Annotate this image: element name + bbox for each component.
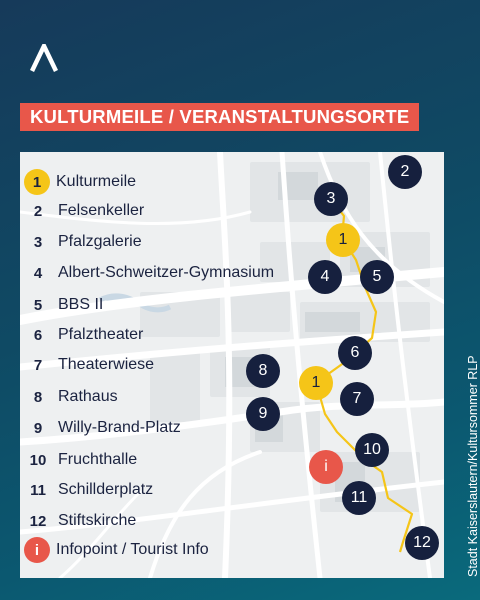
legend-item: 9 Willy-Brand-Platz	[20, 415, 181, 441]
legend-label: Rathaus	[58, 388, 118, 405]
legend: 1 Kulturmeile 2 Felsenkeller 3 Pfalzgalerie 4 A…	[20, 152, 444, 578]
legend-item: 3 Pfalzgalerie	[20, 229, 142, 255]
legend-label: Pfalztheater	[58, 326, 144, 343]
location-marker[interactable]: 2	[388, 155, 422, 189]
legend-number: 4	[33, 264, 43, 282]
map: 1 Kulturmeile 2 Felsenkeller 3 Pfalzgalerie 4 A…	[20, 152, 444, 578]
location-marker[interactable]: 12	[405, 526, 439, 560]
legend-item: 11 Schillderplatz	[20, 477, 153, 503]
legend-item: 10 Fruchthalle	[20, 447, 138, 473]
legend-item: 2 Felsenkeller	[20, 198, 144, 224]
legend-item: i Infopoint / Tourist Info	[20, 537, 209, 563]
legend-label: Kulturmeile	[56, 173, 137, 190]
location-marker[interactable]: 4	[308, 260, 342, 294]
legend-number: 12	[29, 512, 47, 530]
location-marker[interactable]: 6	[338, 336, 372, 370]
legend-label: Albert-Schweitzer-Gymnasium	[58, 264, 275, 281]
location-marker[interactable]: 8	[246, 354, 280, 388]
legend-number: 5	[33, 296, 43, 314]
legend-number: 3	[33, 233, 43, 251]
location-marker[interactable]: 1	[326, 223, 360, 257]
location-marker[interactable]: 3	[314, 182, 348, 216]
legend-label: Stiftskirche	[58, 512, 137, 529]
legend-number: 6	[33, 326, 43, 344]
location-marker[interactable]: 9	[246, 397, 280, 431]
legend-label: Theaterwiese	[58, 356, 155, 373]
legend-item: 7 Theaterwiese	[20, 352, 154, 378]
location-marker[interactable]: 5	[360, 260, 394, 294]
photo-credit: Stadt Kaiserslautern/Kultursommer RLP	[466, 355, 480, 577]
location-marker[interactable]: 1	[299, 366, 333, 400]
legend-label: Willy-Brand-Platz	[58, 419, 181, 436]
location-marker[interactable]: 7	[340, 382, 374, 416]
location-marker[interactable]: 10	[355, 433, 389, 467]
legend-item: 8 Rathaus	[20, 384, 118, 410]
legend-number: 2	[33, 202, 43, 220]
legend-item: 6 Pfalztheater	[20, 322, 144, 348]
info-marker[interactable]: i	[309, 450, 343, 484]
legend-number: 7	[33, 356, 43, 374]
a-logo-icon	[30, 44, 58, 72]
legend-number: 10	[29, 451, 47, 469]
legend-number: 8	[33, 388, 43, 406]
legend-label: BBS II	[58, 296, 104, 313]
legend-label: Schillderplatz	[58, 481, 154, 498]
legend-item: 5 BBS II	[20, 292, 104, 318]
legend-label: Pfalzgalerie	[58, 233, 142, 250]
location-marker[interactable]: 11	[342, 481, 376, 515]
legend-item: 1 Kulturmeile	[20, 169, 136, 195]
legend-number: 9	[33, 419, 43, 437]
info-badge: i	[24, 537, 50, 563]
legend-item: 12 Stiftskirche	[20, 508, 137, 534]
legend-item: 4 Albert-Schweitzer-Gymnasium	[20, 260, 274, 286]
legend-label: Felsenkeller	[58, 202, 145, 219]
legend-label: Infopoint / Tourist Info	[56, 541, 209, 558]
page-title: KULTURMEILE / VERANSTALTUNGSORTE	[20, 103, 420, 131]
legend-number: 11	[30, 481, 46, 499]
legend-label: Fruchthalle	[58, 451, 138, 468]
legend-badge: 1	[24, 169, 50, 195]
